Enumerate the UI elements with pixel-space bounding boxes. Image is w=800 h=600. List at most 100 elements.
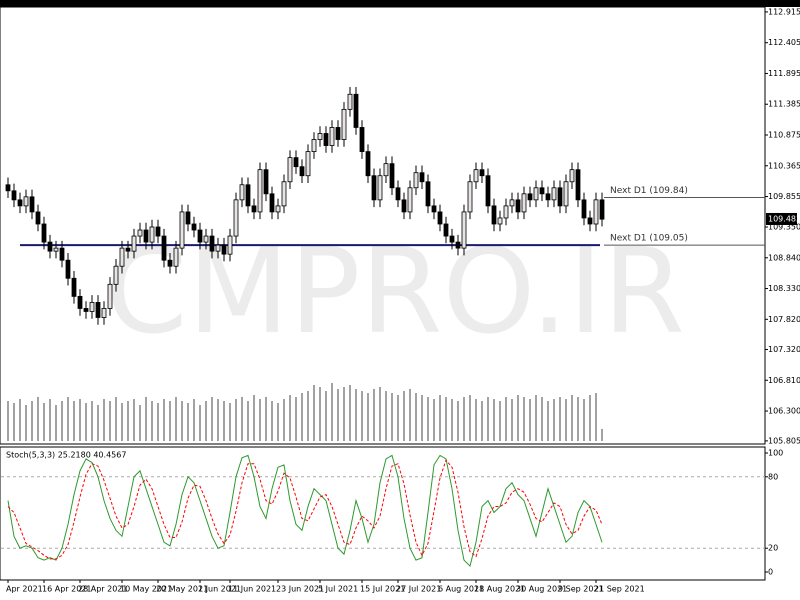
- top-frame: [0, 0, 800, 7]
- candle-body: [11, 190, 17, 201]
- candle-body: [449, 235, 455, 243]
- candle-body: [287, 157, 293, 183]
- candle-body: [383, 163, 389, 177]
- candle-body: [257, 169, 263, 213]
- candle-body: [5, 184, 11, 192]
- stoch-tick-label: 0: [768, 568, 773, 577]
- candle-body: [539, 187, 545, 195]
- candle-body: [281, 181, 287, 207]
- x-tick-label: 28 Apr 2021: [78, 585, 127, 594]
- y-tick-label: 106.810: [768, 376, 800, 385]
- stoch-title: Stoch(5,3,3) 25.2180 40.4567: [6, 451, 126, 460]
- candle-body: [593, 199, 599, 225]
- candle-body: [335, 127, 341, 140]
- x-tick-label: 18 Aug 2021: [474, 585, 525, 594]
- candle-body: [389, 163, 395, 189]
- candle-body: [395, 187, 401, 201]
- x-tick-label: Apr 2021: [6, 585, 43, 594]
- stoch-line: [7, 459, 603, 560]
- candle-body: [251, 205, 257, 213]
- y-tick-label: 112.405: [768, 38, 800, 47]
- candle-body: [41, 223, 47, 243]
- x-tick-label: 20 May 2021: [156, 585, 208, 594]
- candle-body: [455, 241, 461, 249]
- candle-body: [509, 199, 515, 207]
- main-panel-frame: [0, 6, 766, 445]
- candle-body: [233, 199, 239, 237]
- candle-body: [35, 211, 41, 225]
- candle-body: [143, 229, 149, 243]
- y-tick-label: 107.320: [768, 345, 800, 354]
- candle-body: [71, 277, 77, 297]
- candle-body: [107, 283, 113, 309]
- x-tick-label: 23 Jun 2021: [276, 585, 324, 594]
- candle-body: [299, 166, 305, 177]
- level-label: Next D1 (109.84): [610, 186, 688, 196]
- candle-body: [65, 259, 71, 279]
- x-tick-label: 10 May 2021: [120, 585, 172, 594]
- candle-body: [533, 187, 539, 201]
- candle-body: [329, 127, 335, 146]
- stoch-tick-label: 80: [768, 472, 778, 481]
- y-tick-label: 105.805: [768, 436, 800, 445]
- y-tick-label: 110.365: [768, 161, 800, 170]
- candle-body: [23, 196, 29, 207]
- candle-body: [431, 205, 437, 213]
- candle-body: [59, 247, 65, 261]
- candle-body: [149, 226, 155, 243]
- x-tick-label: 16 Apr 2021: [42, 585, 91, 594]
- candle-body: [173, 247, 179, 267]
- candle-body: [113, 265, 119, 285]
- candle-body: [563, 181, 569, 207]
- candle-body: [83, 308, 89, 312]
- candle-body: [203, 235, 209, 243]
- candle-body: [137, 229, 143, 237]
- candle-body: [371, 175, 377, 201]
- candle-body: [209, 235, 215, 252]
- candle-body: [323, 133, 329, 146]
- candle-body: [461, 211, 467, 249]
- candle-body: [125, 247, 131, 252]
- candle-body: [293, 157, 299, 168]
- candle-body: [485, 175, 491, 207]
- candle-body: [557, 187, 563, 207]
- candle-body: [515, 199, 521, 213]
- candle-body: [179, 211, 185, 249]
- candle-body: [239, 184, 245, 201]
- y-tick-label: 111.385: [768, 100, 800, 109]
- candle-body: [521, 193, 527, 213]
- candle-body: [311, 139, 317, 152]
- x-tick-label: 21 Sep 2021: [594, 585, 645, 594]
- candle-body: [227, 235, 233, 255]
- candle-body: [473, 169, 479, 183]
- candle-body: [425, 181, 431, 207]
- y-tick-label: 107.820: [768, 315, 800, 324]
- candle-body: [587, 217, 593, 225]
- stoch-panel-frame: [0, 446, 766, 581]
- candle-body: [581, 199, 587, 219]
- candle-body: [245, 184, 251, 207]
- candle-body: [467, 181, 473, 213]
- candle-body: [479, 169, 485, 177]
- candle-body: [167, 259, 173, 267]
- candle-body: [503, 205, 509, 219]
- candle-body: [317, 133, 323, 140]
- candle-body: [155, 226, 161, 237]
- candle-body: [77, 295, 83, 309]
- candle-body: [95, 302, 101, 318]
- candle-body: [215, 244, 221, 252]
- candle-body: [221, 244, 227, 255]
- candle-body: [275, 205, 281, 213]
- y-tick-label: 109.350: [768, 223, 800, 232]
- candle-body: [197, 229, 203, 243]
- candle-body: [443, 223, 449, 237]
- y-tick-label: 106.300: [768, 407, 800, 416]
- candle-body: [29, 196, 35, 213]
- candle-body: [437, 211, 443, 225]
- candle-body: [491, 205, 497, 225]
- candle-body: [407, 187, 413, 213]
- candle-body: [17, 199, 23, 207]
- candle-body: [263, 169, 269, 195]
- candle-body: [377, 175, 383, 201]
- candle-body: [341, 108, 347, 140]
